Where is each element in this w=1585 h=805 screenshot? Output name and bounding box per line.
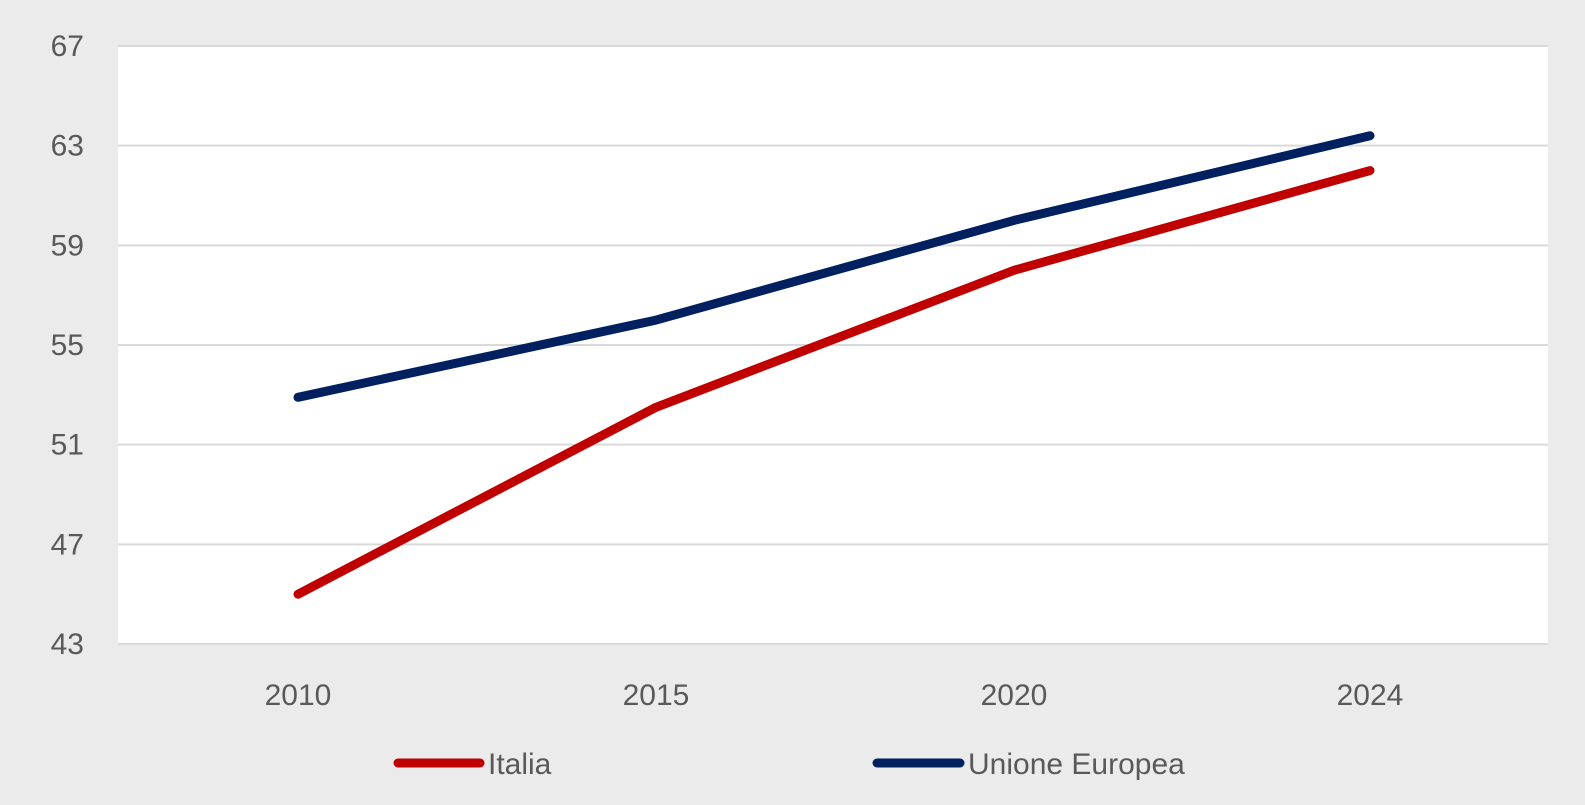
- series-line: [293, 131, 1375, 402]
- y-tick-label: 67: [51, 30, 84, 63]
- y-tick-label: 63: [51, 130, 84, 163]
- x-axis-tick-labels: 2010 2015 2020 2024: [265, 679, 1404, 712]
- legend-item: Unione Europea: [872, 748, 1185, 781]
- y-tick-label: 55: [51, 329, 84, 362]
- legend: Italia Unione Europea: [393, 748, 1185, 781]
- y-tick-label: 51: [51, 429, 84, 462]
- y-tick-label: 47: [51, 528, 84, 561]
- x-tick-label: 2010: [265, 679, 332, 712]
- series-italia: [293, 166, 1375, 599]
- series-line: [293, 166, 1375, 599]
- legend-label: Unione Europea: [968, 748, 1185, 781]
- legend-label: Italia: [488, 748, 552, 781]
- x-tick-label: 2024: [1337, 679, 1404, 712]
- x-tick-label: 2015: [623, 679, 690, 712]
- x-tick-label: 2020: [981, 679, 1048, 712]
- data-series: [293, 131, 1375, 599]
- legend-item: Italia: [393, 748, 552, 781]
- y-axis-tick-labels: 43 47 51 55 59 63 67: [51, 30, 84, 661]
- y-tick-label: 43: [51, 628, 84, 661]
- y-tick-label: 59: [51, 229, 84, 262]
- series-unione-europea: [293, 131, 1375, 402]
